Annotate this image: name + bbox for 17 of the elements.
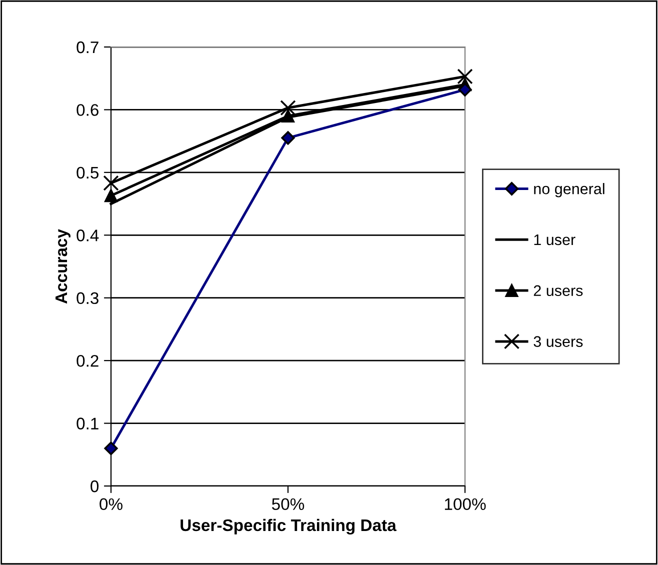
- y-tick-label: 0: [90, 480, 99, 492]
- legend-label: no general: [534, 183, 604, 198]
- y-tick-label: 0.6: [76, 104, 98, 116]
- x-tick-label: 50%: [272, 498, 304, 510]
- legend-label: 2 users: [534, 285, 583, 296]
- y-tick-label: 0.5: [76, 166, 98, 179]
- x-axis-title: User-Specific Training Data: [180, 518, 396, 535]
- y-tick-label: 0.3: [76, 292, 98, 304]
- y-tick-label: 0.7: [76, 41, 98, 54]
- y-tick-label: 0.1: [76, 418, 98, 430]
- y-axis-title: Accuracy: [56, 229, 70, 304]
- y-tick-label: 0.2: [76, 354, 98, 367]
- legend-label: 3 users: [534, 336, 583, 347]
- x-tick-label: 0%: [100, 498, 122, 510]
- legend-label: 1 user: [534, 234, 576, 246]
- x-tick-label: 100%: [444, 498, 486, 510]
- y-tick-label: 0.4: [76, 230, 99, 242]
